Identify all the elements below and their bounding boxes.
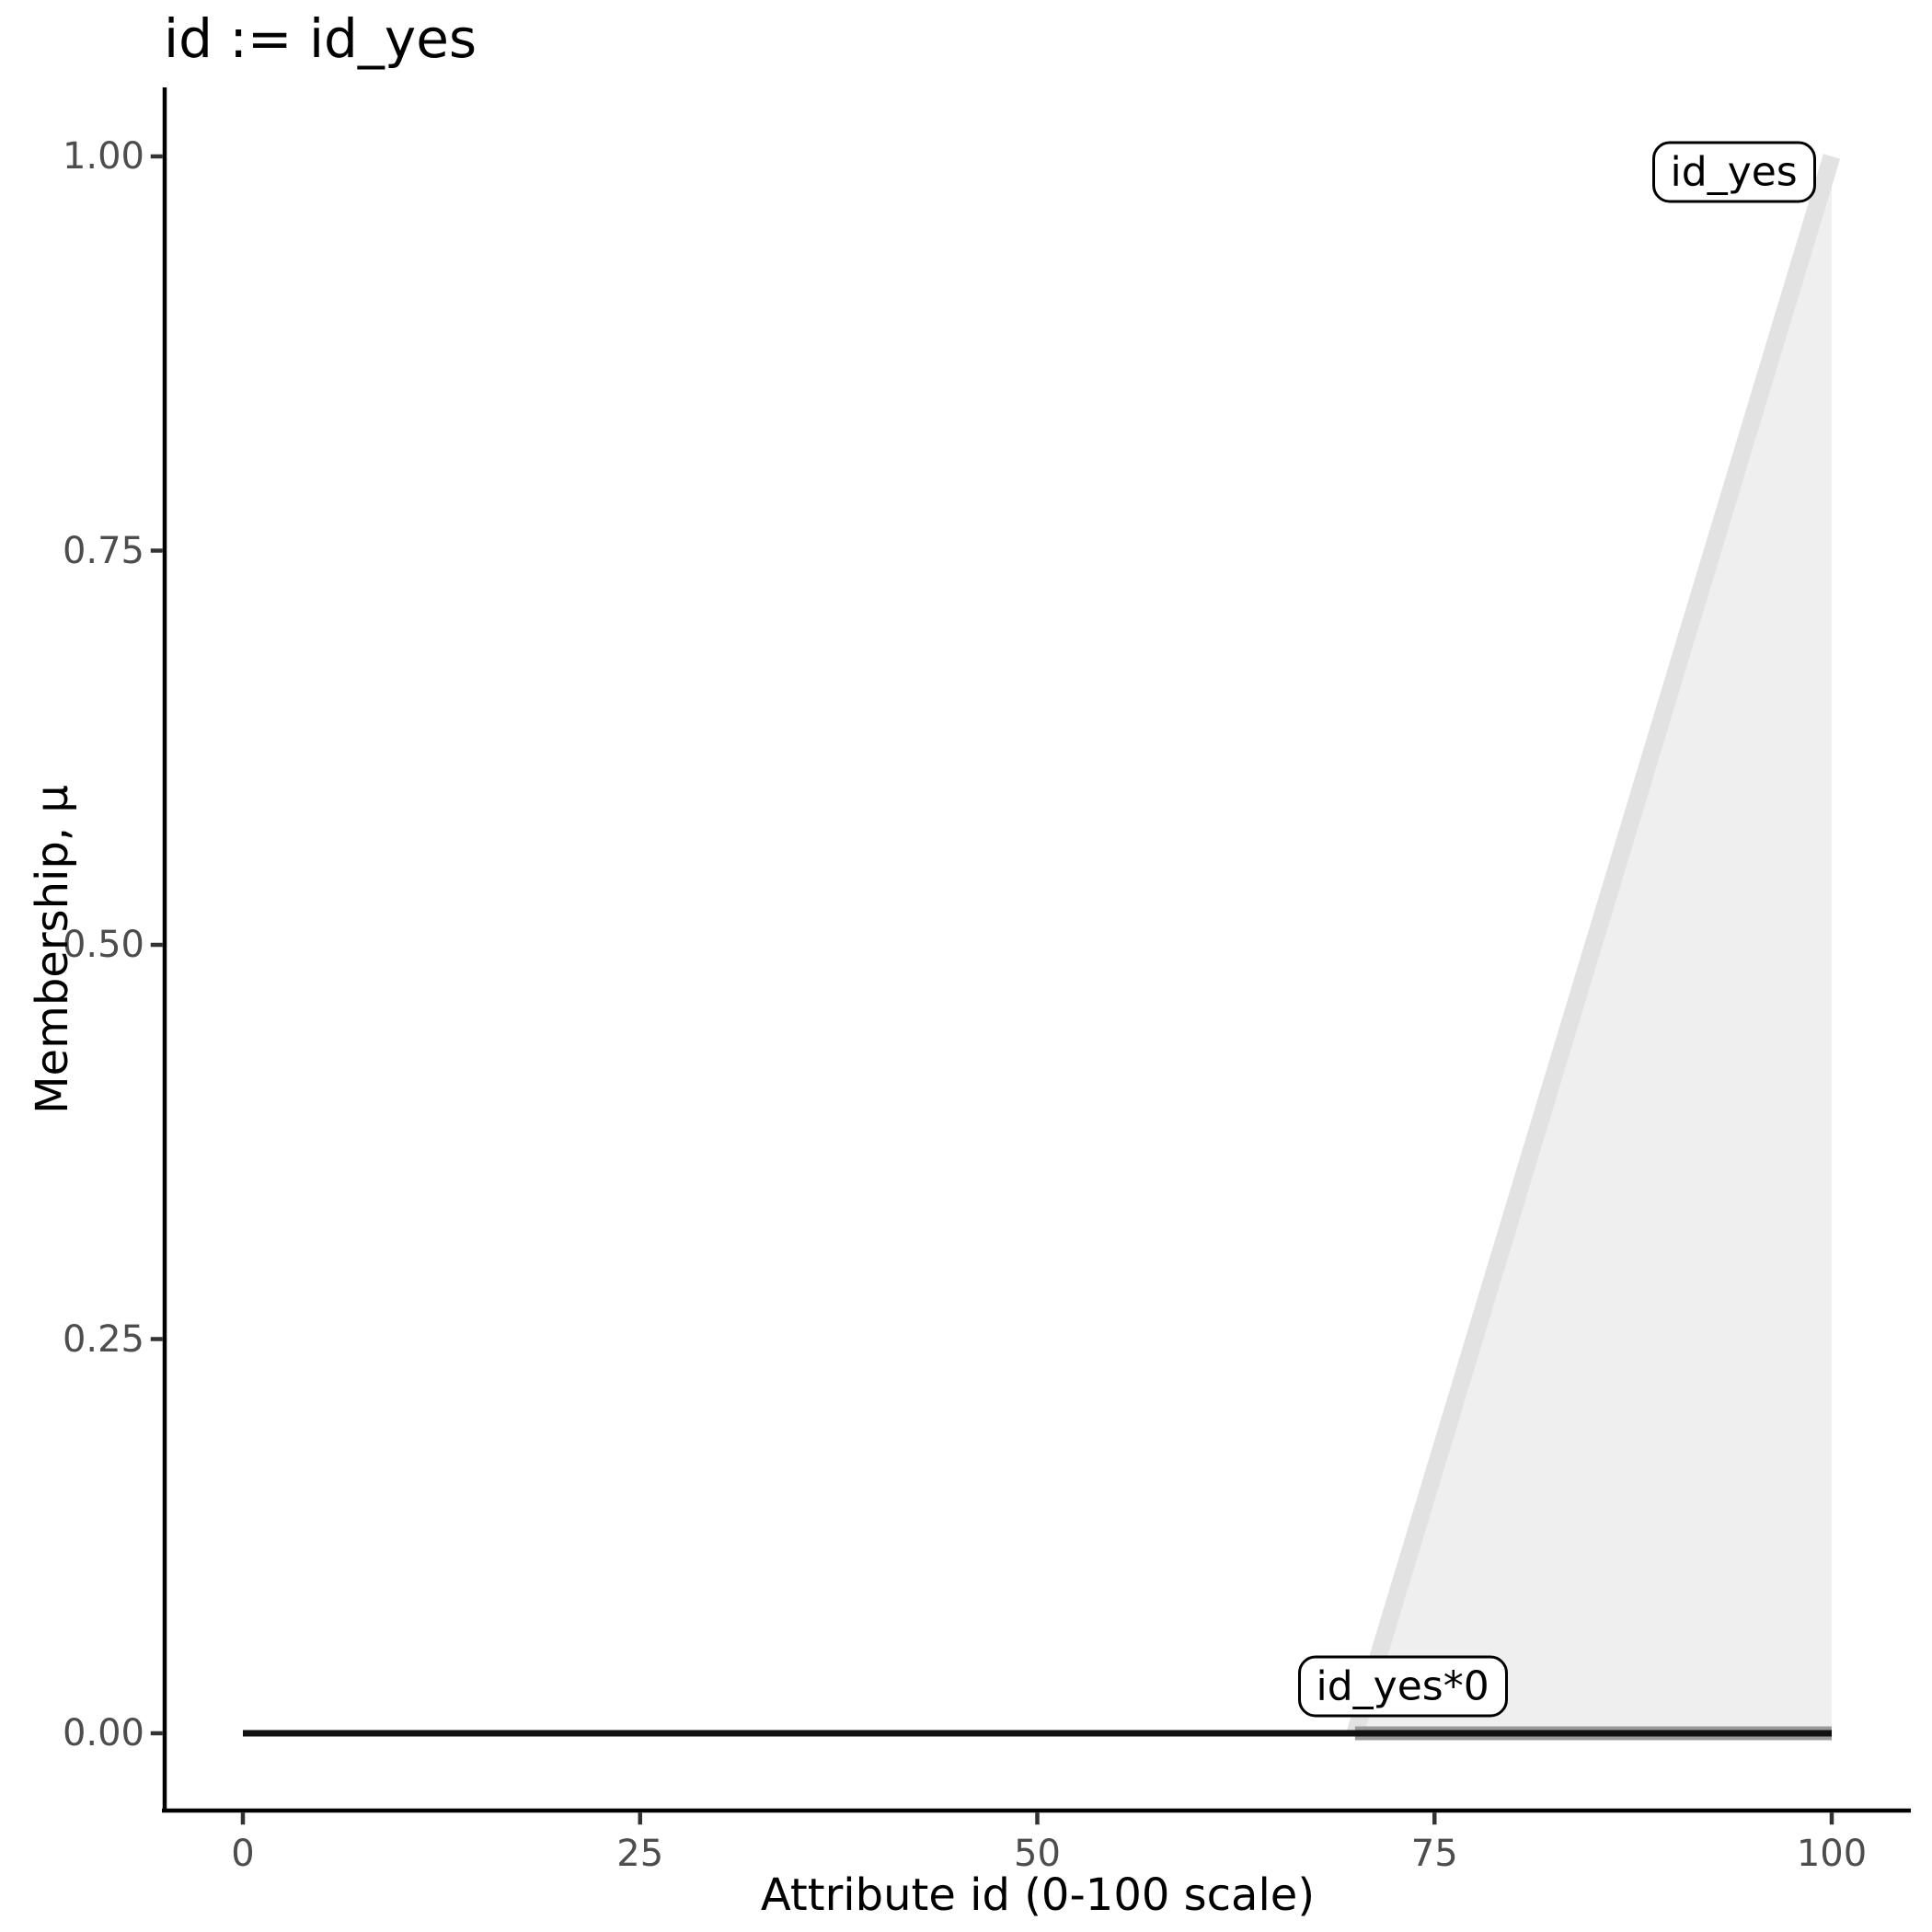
x-axis-title: Attribute id (0-100 scale) xyxy=(760,1869,1316,1921)
y-tick-label: 0.25 xyxy=(62,1317,144,1361)
y-tick-label: 0.50 xyxy=(62,924,144,966)
x-tick-label: 25 xyxy=(616,1833,664,1875)
y-tick-label: 0.00 xyxy=(62,1712,144,1754)
x-tick-label: 0 xyxy=(231,1833,255,1875)
label-id_yes*0: id_yes*0 xyxy=(1297,1655,1508,1718)
x-tick-label: 75 xyxy=(1410,1833,1458,1875)
y-tick-label: 0.75 xyxy=(62,529,144,572)
x-tick-label: 50 xyxy=(1014,1833,1061,1875)
y-axis-title: Membership, μ xyxy=(27,785,78,1114)
x-tick-label: 100 xyxy=(1796,1833,1868,1875)
line-membership-function xyxy=(1346,154,1841,1736)
plot-title: id := id_yes xyxy=(164,7,477,70)
y-tick-label: 1.00 xyxy=(62,135,144,178)
label-id_yes: id_yes xyxy=(1651,141,1816,203)
